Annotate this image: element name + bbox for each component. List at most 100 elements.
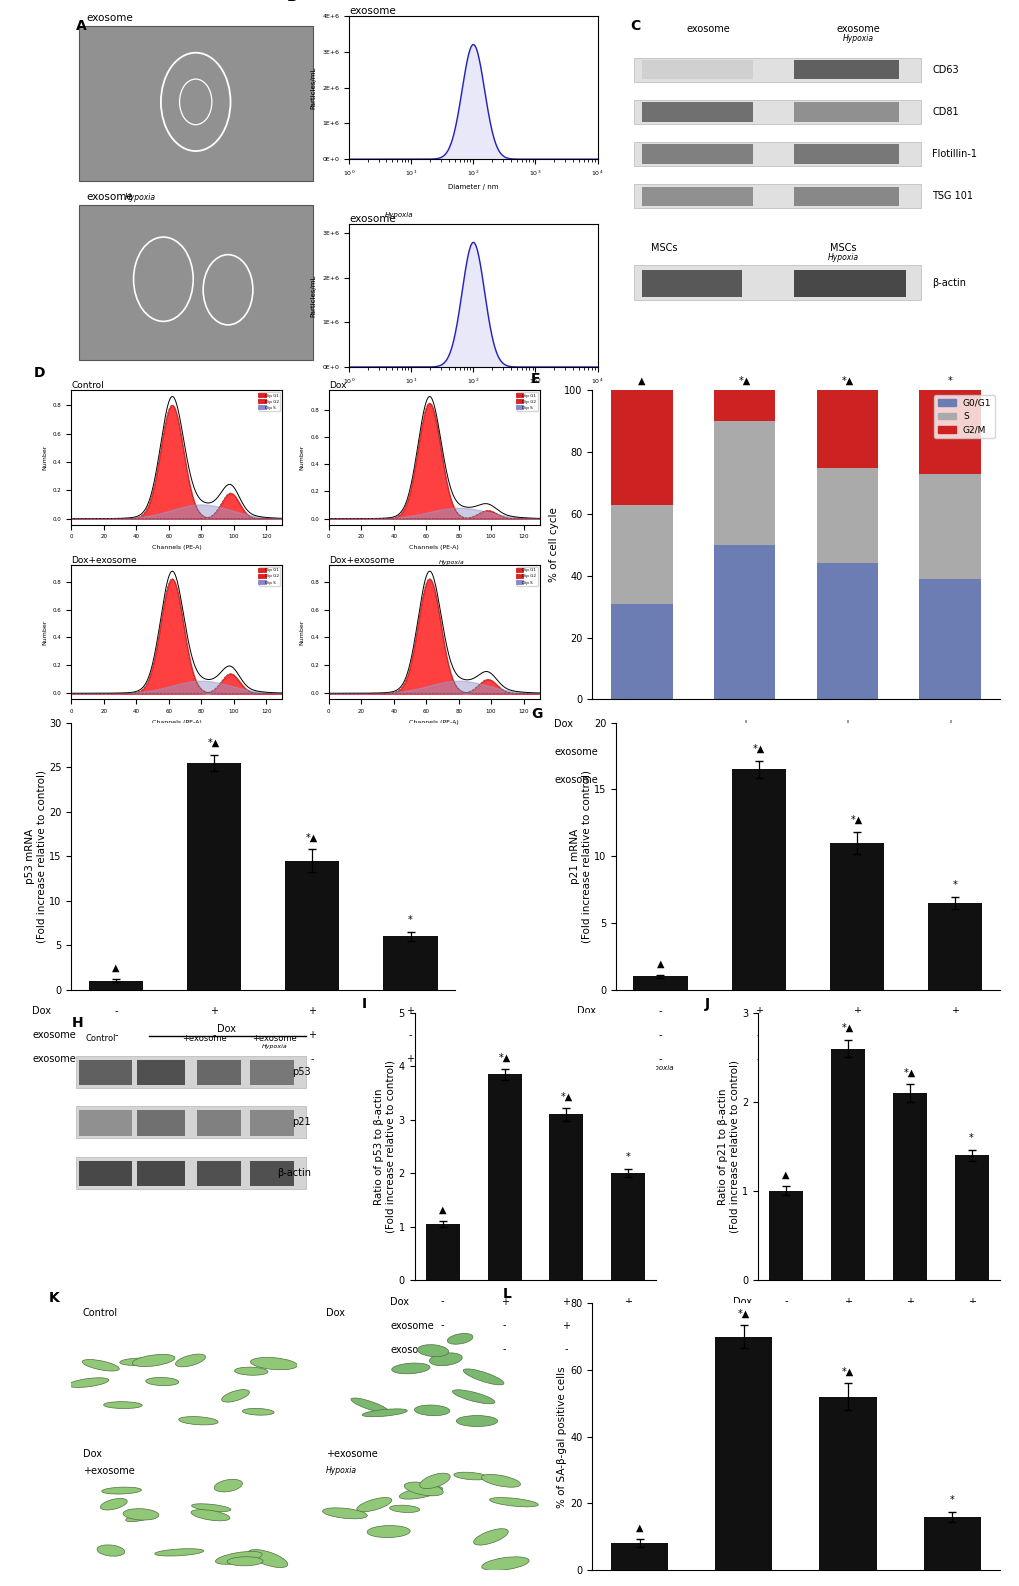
Ellipse shape	[192, 1504, 230, 1511]
Bar	[641, 102, 753, 122]
Text: -: -	[756, 1055, 760, 1064]
Text: G: G	[531, 707, 542, 720]
Bar	[197, 1161, 240, 1186]
Bar	[641, 60, 753, 79]
Text: -: -	[854, 1055, 858, 1064]
Text: -: -	[907, 1345, 911, 1354]
Text: *▲: *▲	[903, 1067, 915, 1077]
Text: -: -	[756, 1031, 760, 1040]
Ellipse shape	[481, 1475, 520, 1488]
Text: C: C	[630, 19, 640, 33]
Text: -: -	[784, 1345, 787, 1354]
Bar	[250, 1059, 293, 1085]
Text: *: *	[408, 915, 413, 925]
Y-axis label: Number: Number	[43, 446, 47, 469]
Ellipse shape	[414, 1405, 449, 1416]
Bar	[549, 1115, 583, 1280]
Bar	[816, 563, 877, 699]
Ellipse shape	[100, 1499, 127, 1510]
X-axis label: Channels (PE-A): Channels (PE-A)	[152, 546, 202, 550]
Bar	[794, 144, 898, 163]
Ellipse shape	[178, 1416, 218, 1424]
Text: +exosome: +exosome	[325, 1450, 377, 1459]
Text: Control: Control	[83, 1308, 117, 1318]
Text: -: -	[639, 747, 643, 757]
Bar	[731, 769, 785, 990]
Text: -: -	[845, 776, 848, 785]
Text: -: -	[742, 776, 746, 785]
Text: +: +	[905, 1296, 913, 1307]
Bar	[713, 546, 774, 699]
Y-axis label: Number: Number	[43, 620, 47, 646]
Text: -: -	[948, 747, 951, 757]
Text: -: -	[502, 1345, 505, 1354]
Text: Hypoxia: Hypoxia	[438, 560, 464, 565]
Ellipse shape	[119, 1358, 157, 1366]
Text: Hypoxia: Hypoxia	[325, 1465, 357, 1475]
Bar	[794, 60, 898, 79]
Text: Dox: Dox	[33, 1006, 51, 1017]
Text: *▲: *▲	[208, 737, 220, 749]
Text: Hypoxia: Hypoxia	[842, 35, 872, 43]
Text: exosome: exosome	[577, 1031, 621, 1040]
Bar	[794, 187, 898, 206]
Y-axis label: Ratio of p21 to β-actin
(Fold increase relative to control): Ratio of p21 to β-actin (Fold increase r…	[716, 1059, 739, 1232]
Bar	[78, 206, 312, 360]
Text: -: -	[639, 776, 643, 785]
Text: p21: p21	[291, 1118, 311, 1128]
Text: +: +	[561, 1321, 570, 1331]
Bar	[816, 390, 877, 468]
Text: +: +	[308, 1031, 316, 1040]
Bar	[634, 184, 920, 208]
Bar	[78, 1059, 131, 1085]
Text: Dox+exosome: Dox+exosome	[71, 557, 137, 565]
Text: -: -	[742, 747, 746, 757]
Bar	[927, 902, 981, 990]
Bar	[78, 27, 312, 181]
Ellipse shape	[322, 1508, 367, 1519]
Text: -: -	[658, 1006, 661, 1017]
Ellipse shape	[248, 1550, 287, 1567]
Text: D: D	[34, 366, 45, 381]
Text: -: -	[440, 1296, 444, 1307]
Text: ▲: ▲	[438, 1204, 446, 1215]
Text: exosome: exosome	[348, 6, 395, 16]
Text: exosome: exosome	[389, 1321, 433, 1331]
Text: J: J	[704, 998, 709, 1010]
Y-axis label: Ratio of p53 to β-actin
(Fold increase relative to control): Ratio of p53 to β-actin (Fold increase r…	[374, 1059, 395, 1232]
X-axis label: Diameter / nm: Diameter / nm	[447, 184, 498, 190]
Text: ▲: ▲	[637, 376, 645, 385]
Text: Dox: Dox	[553, 720, 573, 730]
Text: -: -	[845, 1321, 849, 1331]
Text: -: -	[639, 720, 643, 730]
Bar	[816, 468, 877, 563]
Text: Hypoxia: Hypoxia	[433, 1354, 462, 1361]
Text: -: -	[440, 1321, 444, 1331]
Y-axis label: p53 mRNA
(Fold increase relative to control): p53 mRNA (Fold increase relative to cont…	[24, 769, 46, 942]
Text: +: +	[308, 1006, 316, 1017]
Text: -: -	[784, 1321, 787, 1331]
Text: -: -	[114, 1006, 117, 1017]
Text: -: -	[114, 1031, 117, 1040]
Text: +exosome: +exosome	[83, 1465, 135, 1475]
Text: +: +	[740, 720, 748, 730]
Text: *: *	[949, 1496, 954, 1505]
Text: -: -	[440, 1345, 444, 1354]
Text: +: +	[407, 1006, 414, 1017]
Text: Dox: Dox	[325, 1308, 344, 1318]
Ellipse shape	[362, 1408, 407, 1416]
Bar	[610, 504, 672, 604]
Text: Hypoxia: Hypoxia	[124, 193, 156, 201]
Text: +: +	[561, 1296, 570, 1307]
Bar	[641, 187, 753, 206]
Text: -: -	[502, 1321, 505, 1331]
Ellipse shape	[175, 1354, 206, 1367]
Legend: G0/G1, S, G2/M: G0/G1, S, G2/M	[933, 395, 995, 438]
Y-axis label: Number: Number	[300, 620, 305, 646]
Ellipse shape	[123, 1508, 159, 1519]
Text: Hypoxia: Hypoxia	[261, 1044, 287, 1050]
Text: Control: Control	[85, 1034, 115, 1044]
Text: +: +	[210, 1006, 218, 1017]
Text: +: +	[951, 1055, 958, 1064]
Bar	[610, 390, 672, 504]
